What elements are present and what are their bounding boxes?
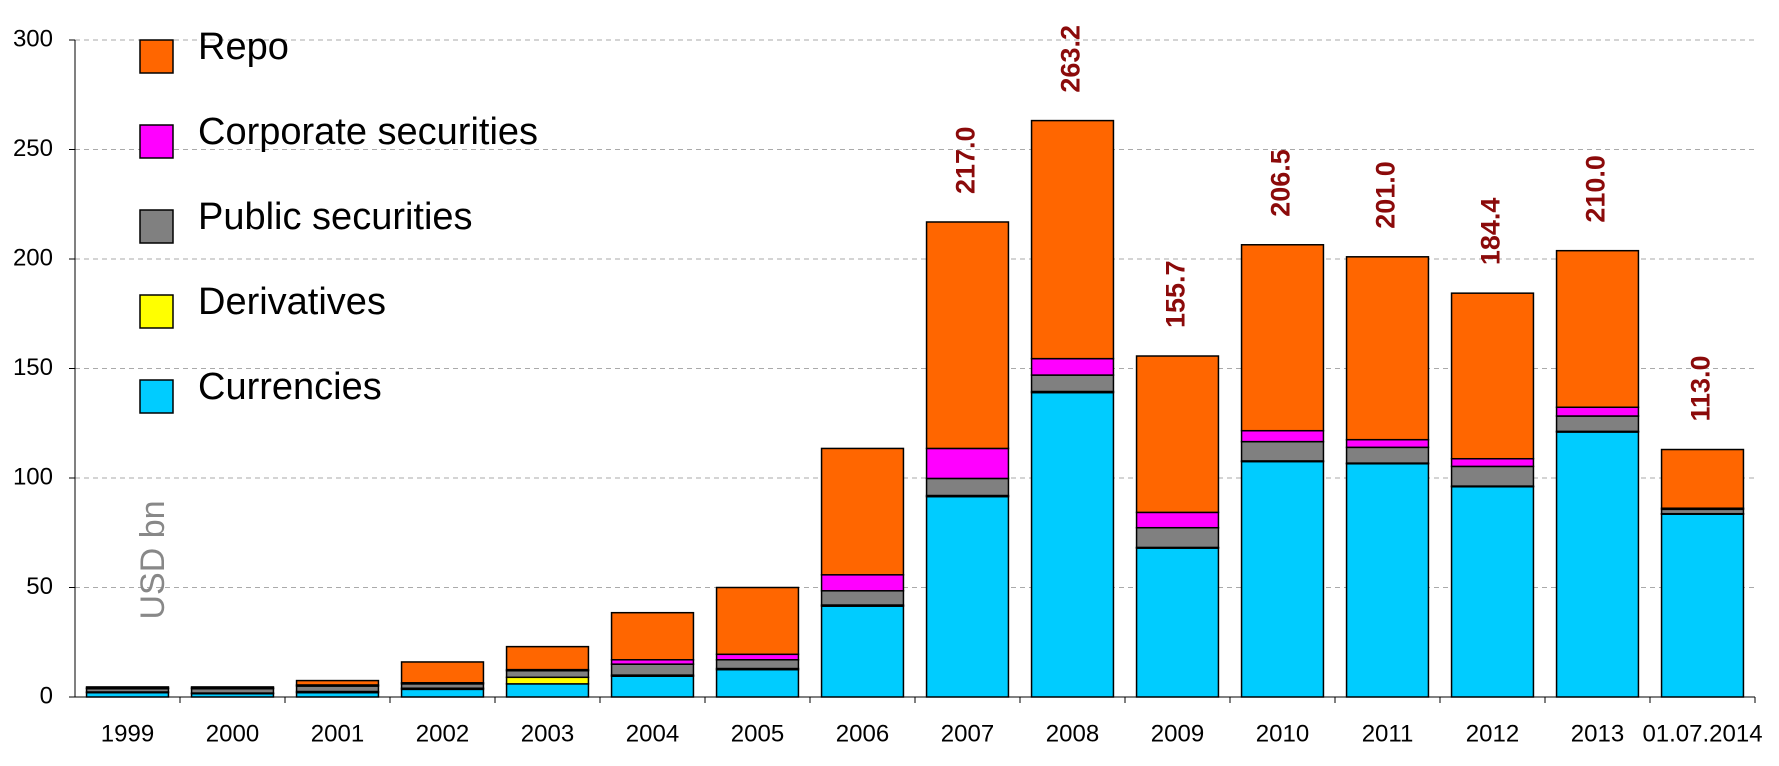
x-tick-label: 2007 — [941, 720, 994, 747]
bar-segment — [1135, 547, 1220, 698]
bar-segment — [1450, 292, 1535, 460]
bar-segment — [85, 686, 170, 689]
total-label: 184.4 — [1476, 198, 1506, 266]
bar-segment — [925, 221, 1010, 450]
legend-swatch — [139, 209, 174, 244]
y-tick-label: 100 — [13, 463, 53, 490]
bar-segment — [1345, 463, 1430, 698]
bar-segment — [820, 605, 905, 698]
bar-segment — [1240, 429, 1325, 443]
y-tick-label: 200 — [13, 244, 53, 271]
bar-segment — [1345, 438, 1430, 449]
x-tick-label: 2000 — [206, 720, 259, 747]
total-label: 201.0 — [1371, 161, 1401, 229]
legend-label: Currencies — [198, 366, 382, 408]
x-tick-label: 2001 — [311, 720, 364, 747]
bar-segment — [820, 590, 905, 606]
bar-segment — [1450, 486, 1535, 698]
total-label: 155.7 — [1161, 260, 1191, 328]
bar-segment — [820, 447, 905, 576]
bar-segment — [295, 685, 380, 693]
bar-segment — [505, 676, 590, 685]
bar-segment — [1240, 244, 1325, 432]
bar-segment — [295, 679, 380, 686]
y-tick-label: 0 — [40, 682, 53, 709]
x-tick-label: 2011 — [1362, 720, 1414, 747]
x-tick-label: 2006 — [836, 720, 889, 747]
x-tick-label: 2009 — [1151, 720, 1204, 747]
bar-segment — [610, 675, 695, 698]
y-tick-label: 300 — [13, 25, 53, 52]
bar-segment — [1135, 526, 1220, 549]
x-tick-label: 2013 — [1571, 720, 1624, 747]
bar-segment — [190, 686, 275, 689]
bar-segment — [925, 447, 1010, 480]
y-tick-label: 50 — [26, 573, 53, 600]
legend-label: Corporate securities — [198, 111, 538, 153]
bar-segment — [1450, 465, 1535, 487]
total-label: 217.0 — [951, 126, 981, 194]
legend-swatch — [139, 124, 174, 159]
bar-segment — [715, 586, 800, 656]
bar-segment — [400, 688, 485, 698]
bar-segment — [1555, 431, 1640, 698]
bar-segment — [1030, 119, 1115, 360]
bar-segment — [1030, 391, 1115, 698]
bar-segment — [1240, 440, 1325, 462]
bar-segment — [610, 611, 695, 661]
bar-segment — [715, 668, 800, 698]
x-tick-label: 2004 — [626, 720, 679, 747]
legend-label: Public securities — [198, 196, 473, 238]
total-label: 113.0 — [1686, 355, 1716, 421]
bar-segment — [1450, 457, 1535, 468]
bar-segment — [1660, 448, 1745, 509]
bar-segment — [505, 645, 590, 671]
legend-swatch — [139, 294, 174, 329]
legend-label: Derivatives — [198, 281, 386, 323]
bar-segment — [505, 669, 590, 679]
bar-segment — [925, 477, 1010, 497]
bar-segment — [1555, 249, 1640, 409]
bar-segment — [1030, 374, 1115, 393]
bar-segment — [1555, 406, 1640, 417]
total-label: 206.5 — [1266, 149, 1296, 217]
bar-segment — [505, 683, 590, 698]
x-tick-label: 01.07.2014 — [1642, 720, 1762, 747]
bar-segment — [1030, 357, 1115, 376]
bar-segment — [1345, 256, 1430, 441]
x-tick-label: 2010 — [1256, 720, 1309, 747]
bar-segment — [1345, 446, 1430, 464]
x-tick-label: 2003 — [521, 720, 574, 747]
bar-segment — [1240, 460, 1325, 698]
bar-segment — [1135, 355, 1220, 514]
bar-segment — [715, 653, 800, 661]
total-label: 210.0 — [1581, 155, 1611, 223]
x-tick-label: 2002 — [416, 720, 469, 747]
legend-swatch — [139, 39, 174, 74]
total-label: 263.2 — [1056, 25, 1086, 93]
x-tick-label: 2012 — [1466, 720, 1519, 747]
y-tick-label: 150 — [13, 354, 53, 381]
bar-segment — [1135, 511, 1220, 529]
bar-segment — [610, 663, 695, 676]
bar-segment — [820, 574, 905, 592]
y-tick-label: 250 — [13, 135, 53, 162]
legend-label: Repo — [198, 26, 289, 68]
x-tick-label: 2005 — [731, 720, 784, 747]
x-tick-label: 2008 — [1046, 720, 1099, 747]
legend-swatch — [139, 379, 174, 414]
bar-segment — [1555, 415, 1640, 433]
y-axis-label: USD bn — [134, 500, 172, 619]
bar-segment — [715, 659, 800, 670]
x-tick-label: 1999 — [101, 720, 154, 747]
bar-segment — [925, 495, 1010, 698]
bar-segment — [400, 661, 485, 684]
bar-segment — [1660, 513, 1745, 698]
